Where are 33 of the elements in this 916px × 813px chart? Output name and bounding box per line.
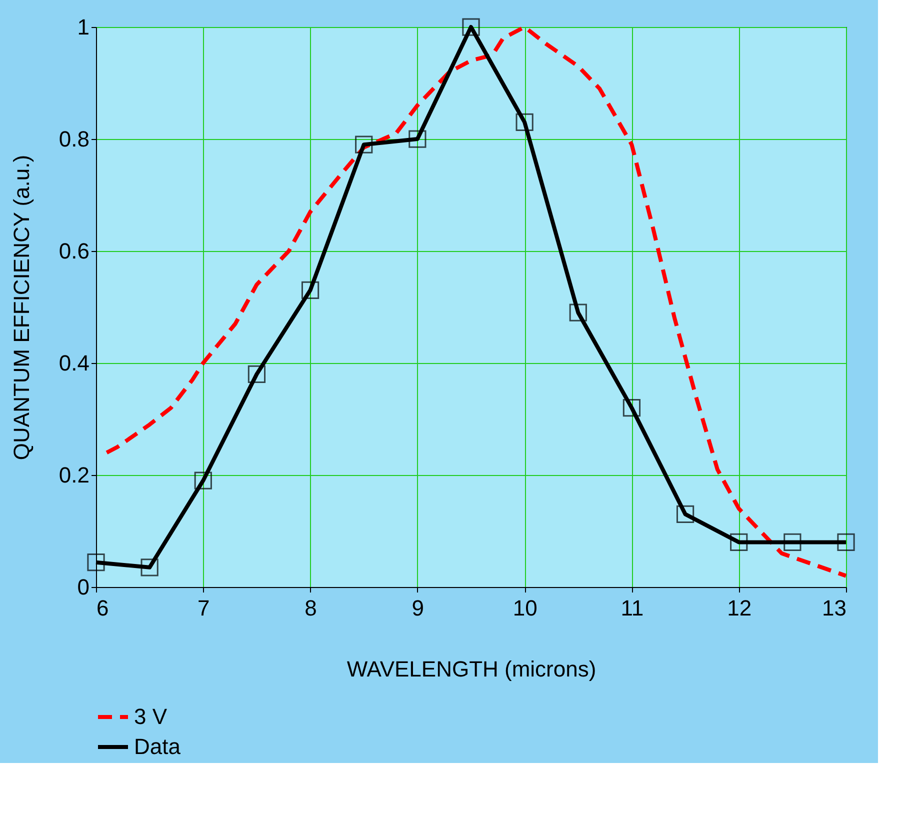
x-tick-label: 6 [96,596,109,620]
y-axis-title: QUANTUM EFFICIENCY (a.u.) [8,154,34,460]
point [87,554,105,572]
point [676,505,694,524]
point [730,533,748,552]
point [355,136,373,154]
point [301,281,320,300]
legend-label: 3 V [134,704,168,729]
point [140,558,158,576]
x-tick-label: 9 [412,596,424,620]
y-tick-label: 0 [77,574,90,600]
point [516,113,534,132]
x-tick-label: 10 [512,596,538,620]
point [248,365,266,384]
x-tick-label: 7 [198,596,210,620]
x-tick-label: 13 [822,596,846,620]
point [408,130,426,148]
x-axis-title: WAVELENGTH (microns) [346,656,596,682]
point [837,533,855,552]
x-tick-label: 12 [727,596,752,620]
y-tick-label: 0.6 [58,238,90,264]
x-tick-label: 8 [304,596,317,620]
legend-label: Data [134,734,182,759]
point [194,472,212,490]
y-tick-label: 0.4 [58,350,90,376]
point [784,533,802,552]
y-tick-label: 1 [77,14,90,40]
point [462,18,480,36]
y-tick-label: 0.8 [58,126,90,152]
point [569,304,587,322]
x-tick-label: 11 [620,596,644,620]
y-tick-label: 0.2 [58,462,90,488]
point [622,398,641,417]
